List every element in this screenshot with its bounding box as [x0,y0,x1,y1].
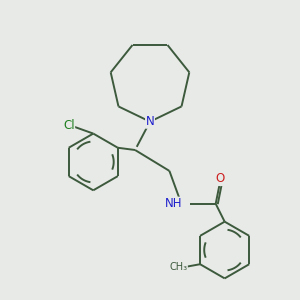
Text: N: N [146,115,154,128]
Text: NH: NH [165,197,183,210]
Text: O: O [215,172,225,185]
Text: Cl: Cl [63,119,75,132]
Text: CH₃: CH₃ [169,262,187,272]
